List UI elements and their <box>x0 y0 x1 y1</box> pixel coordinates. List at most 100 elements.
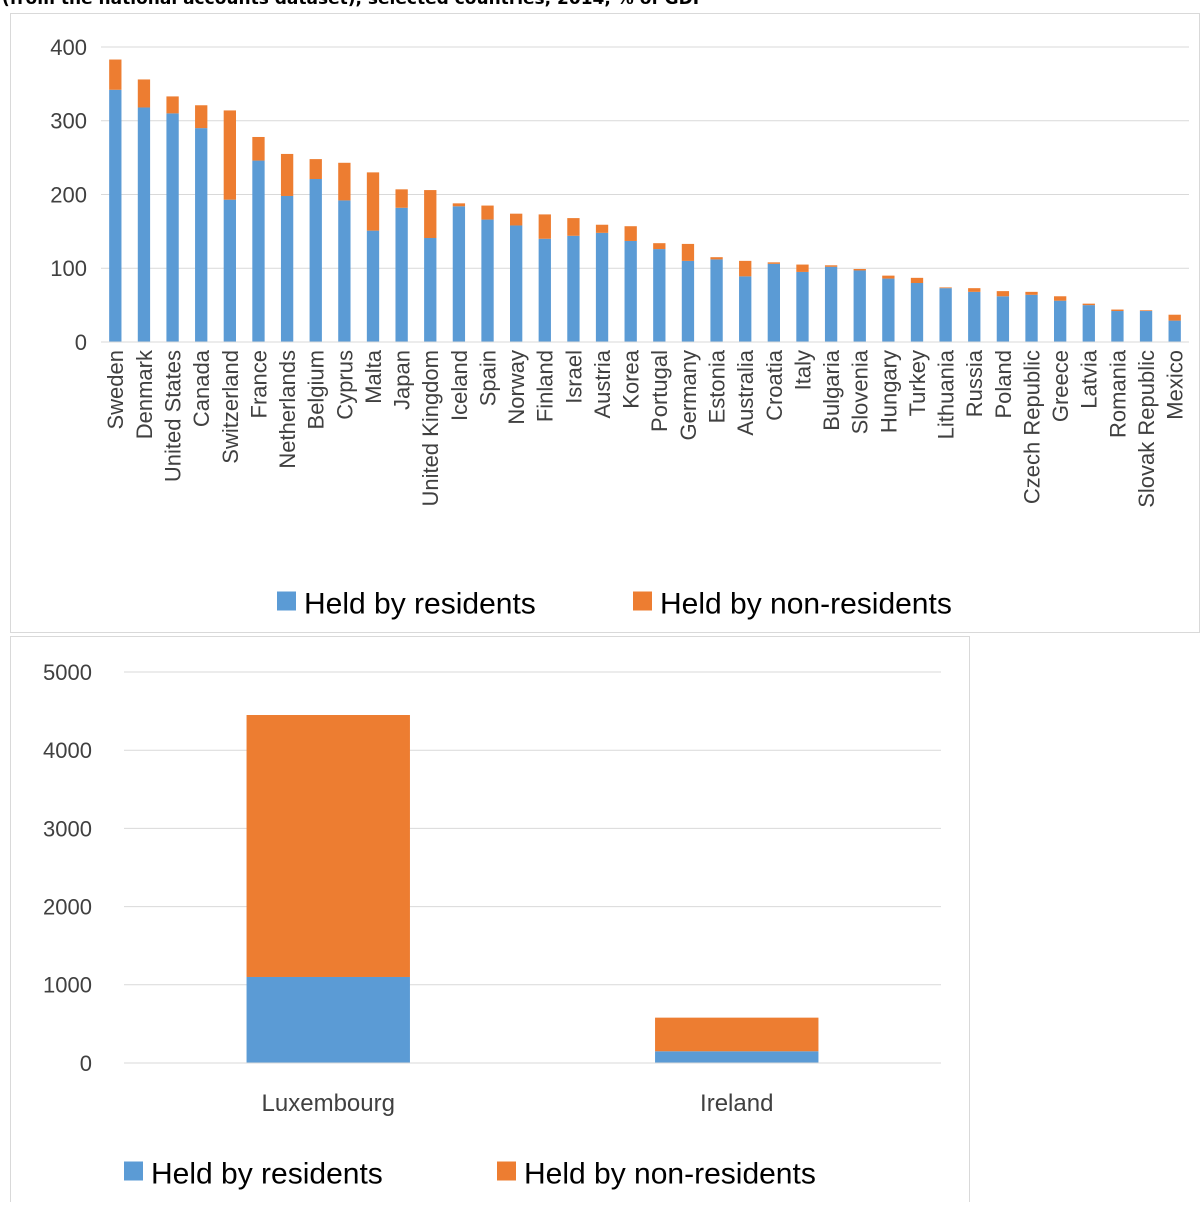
bar-non-residents-cyprus <box>338 162 351 201</box>
x-tick-label: Greece <box>1048 350 1073 422</box>
bar-residents-finland <box>538 238 551 342</box>
y-tick-label: 5000 <box>43 660 92 685</box>
x-tick-label: Switzerland <box>218 350 243 464</box>
bar-non-residents-australia <box>739 260 752 277</box>
bar-residents-belgium <box>309 179 322 342</box>
y-tick-label: 300 <box>50 109 87 134</box>
y-tick-label: 200 <box>50 182 87 207</box>
bar-non-residents-greece <box>1054 296 1067 301</box>
bar-residents-korea <box>624 240 637 342</box>
x-tick-label: Ireland <box>700 1090 773 1117</box>
bar-non-residents-iceland <box>452 203 466 207</box>
bar-non-residents-finland <box>538 214 551 239</box>
x-tick-label: Australia <box>733 349 758 435</box>
x-tick-label: Luxembourg <box>262 1090 395 1117</box>
x-tick-label: Estonia <box>704 349 729 423</box>
chart-panel-main: 0 100 200 300 400 Sweden Denmark United States C… <box>10 13 1200 633</box>
x-tick-label: Israel <box>561 350 586 404</box>
bar-non-residents-belgium <box>309 159 322 180</box>
x-tick-label: Canada <box>189 349 214 427</box>
bar-residents-russia <box>968 291 981 342</box>
bar-residents-germany <box>681 260 695 342</box>
bar-non-residents-united-kingdom <box>424 190 437 239</box>
y-tick-label: 4000 <box>43 738 92 763</box>
x-tick-label: Slovenia <box>848 349 873 434</box>
bar-residents-czech-republic <box>1025 294 1038 342</box>
bar-residents-malta <box>366 230 380 342</box>
page-title: (from the national accounts dataset), se… <box>2 0 705 9</box>
x-tick-label: Malta <box>361 349 386 404</box>
x-tick-label: Italy <box>790 350 815 390</box>
x-tick-label: Latvia <box>1077 349 1102 408</box>
bar-non-residents-hungary <box>882 275 895 279</box>
x-tick-label: Portugal <box>647 350 672 432</box>
x-tick-label: Czech Republic <box>1019 350 1044 504</box>
legend: Held by residents Held by non-residents <box>124 1158 816 1191</box>
bar-non-residents-korea <box>624 226 637 241</box>
x-tick-label: Turkey <box>905 350 930 416</box>
bar-residents-estonia <box>710 259 723 342</box>
bar-residents-switzerland <box>223 199 236 342</box>
bar-residents-poland <box>996 296 1010 342</box>
x-tick-label: United Kingdom <box>418 350 443 507</box>
bar-residents-australia <box>739 276 752 342</box>
x-tick-label: Romania <box>1105 349 1130 438</box>
bar-non-residents-bulgaria <box>824 265 838 267</box>
x-tick-label: France <box>246 350 271 418</box>
x-tick-label: Spain <box>475 350 500 406</box>
bar-non-residents-austria <box>595 224 609 233</box>
bar-residents-norway <box>510 225 523 342</box>
legend: Held by residents Held by non-residents <box>277 588 952 621</box>
bar-residents-spain <box>481 219 494 342</box>
bar-residents-netherlands <box>280 195 294 342</box>
x-tick-label: Korea <box>619 349 644 408</box>
bar-non-residents-romania <box>1111 309 1124 312</box>
legend-label-residents: Held by residents <box>151 1158 383 1191</box>
y-tick-label: 1000 <box>43 973 92 998</box>
bar-residents-ireland <box>655 1051 819 1063</box>
bar-residents-slovak-republic <box>1139 311 1153 342</box>
bar-non-residents-switzerland <box>223 110 236 200</box>
bar-residents-luxembourg <box>246 976 410 1063</box>
x-tick-label: Poland <box>991 350 1016 419</box>
legend-swatch-residents <box>124 1161 143 1181</box>
bar-non-residents-luxembourg <box>246 715 410 977</box>
x-tick-label: Lithuania <box>934 349 959 439</box>
bar-residents-greece <box>1054 300 1067 342</box>
bar-non-residents-slovak-republic <box>1139 310 1153 312</box>
x-tick-label: Cyprus <box>332 350 357 420</box>
bar-non-residents-ireland <box>655 1017 819 1052</box>
x-tick-label: Norway <box>504 350 529 425</box>
bar-residents-united-states <box>166 113 179 342</box>
chart-large-values-svg: 0 1000 2000 3000 4000 5000 Luxembourg Ireland He… <box>43 660 941 1191</box>
x-tick-label: Austria <box>590 349 615 418</box>
bar-residents-latvia <box>1082 305 1095 342</box>
x-tick-label: Bulgaria <box>819 349 844 430</box>
bar-non-residents-lithuania <box>939 287 952 289</box>
y-tick-label: 3000 <box>43 816 92 841</box>
x-tick-label: Netherlands <box>275 350 300 469</box>
x-tick-label: Belgium <box>304 350 329 429</box>
bar-residents-turkey <box>910 283 924 342</box>
bar-residents-iceland <box>452 206 466 342</box>
bar-residents-slovenia <box>853 270 866 342</box>
bar-non-residents-canada <box>195 105 208 129</box>
bar-non-residents-italy <box>796 264 809 272</box>
x-tick-label: Germany <box>676 350 701 440</box>
x-tick-label: Finland <box>533 350 558 422</box>
bar-non-residents-russia <box>968 288 981 292</box>
x-tick-label: Croatia <box>762 349 787 421</box>
y-tick-label: 2000 <box>43 895 92 920</box>
page-title-strip: (from the national accounts dataset), se… <box>0 0 1200 12</box>
legend-label-non-residents: Held by non-residents <box>660 588 952 621</box>
bar-non-residents-turkey <box>910 277 924 283</box>
bar-non-residents-poland <box>996 291 1010 297</box>
bar-non-residents-estonia <box>710 257 723 260</box>
bar-residents-united-kingdom <box>424 238 437 342</box>
legend-label-residents: Held by residents <box>304 588 536 621</box>
x-tick-label: Hungary <box>876 350 901 433</box>
y-tick-label: 100 <box>50 256 87 281</box>
bar-non-residents-portugal <box>653 243 666 250</box>
bar-non-residents-malta <box>366 172 380 231</box>
